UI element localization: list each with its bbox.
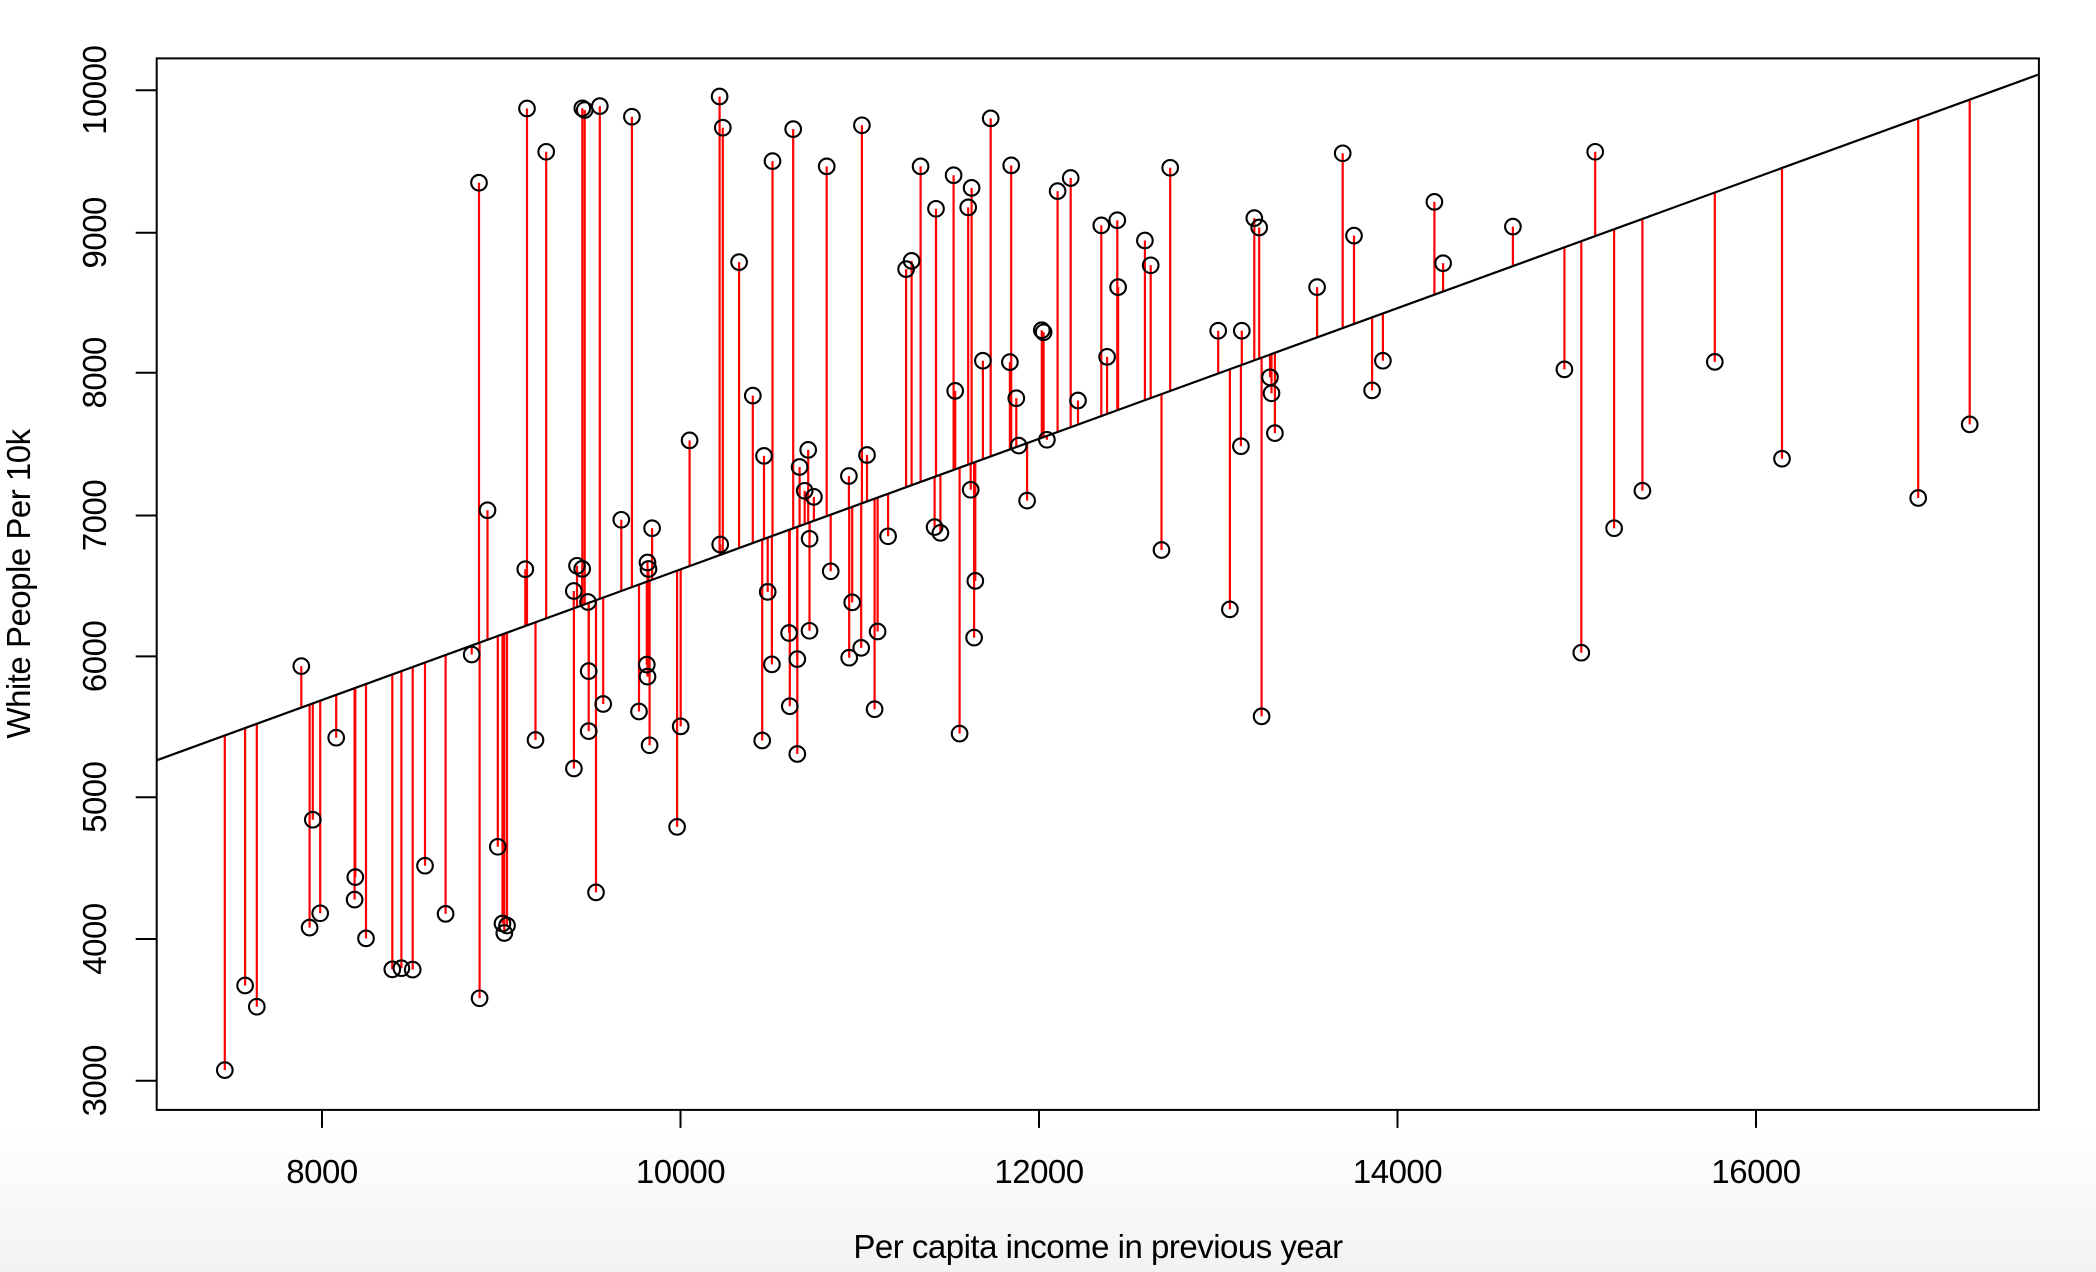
svg-text:7000: 7000 bbox=[76, 480, 113, 552]
svg-text:6000: 6000 bbox=[76, 621, 113, 693]
svg-text:10000: 10000 bbox=[636, 1153, 725, 1190]
svg-text:10000: 10000 bbox=[76, 45, 113, 134]
svg-text:16000: 16000 bbox=[1711, 1153, 1800, 1190]
svg-text:3000: 3000 bbox=[76, 1045, 113, 1117]
svg-text:8000: 8000 bbox=[76, 337, 113, 409]
svg-text:9000: 9000 bbox=[76, 197, 113, 269]
svg-text:White People Per 10k: White People Per 10k bbox=[0, 428, 37, 738]
svg-text:14000: 14000 bbox=[1353, 1153, 1442, 1190]
svg-text:5000: 5000 bbox=[76, 761, 113, 833]
svg-text:4000: 4000 bbox=[76, 903, 113, 975]
svg-text:8000: 8000 bbox=[286, 1153, 358, 1190]
svg-text:12000: 12000 bbox=[994, 1153, 1083, 1190]
svg-text:Per capita income in previous: Per capita income in previous year bbox=[853, 1228, 1343, 1265]
